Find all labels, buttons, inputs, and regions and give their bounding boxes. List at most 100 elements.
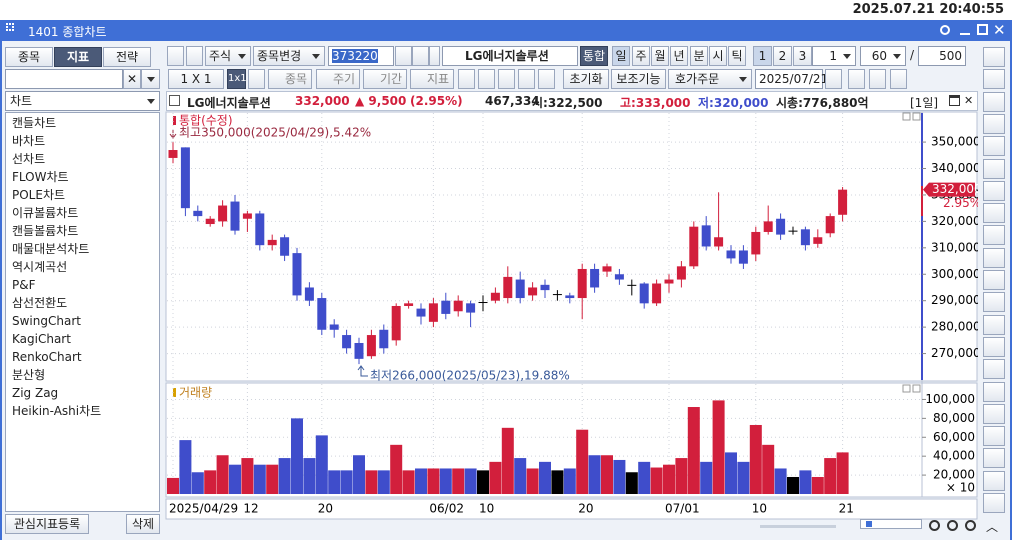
print-button[interactable] [890,69,907,89]
panel-icon[interactable] [912,112,921,121]
tool-icon[interactable] [983,493,1005,513]
arrow-button[interactable] [429,46,440,66]
period-button[interactable]: 시 [709,46,727,66]
table-button[interactable] [248,69,265,89]
filter-button[interactable]: 기간 [363,69,407,89]
tool-icon[interactable] [983,336,1005,357]
type-dropdown[interactable]: 차트 [5,91,160,111]
tool-icon[interactable] [983,158,1005,179]
chart-type-item[interactable]: Heikin-Ashi차트 [12,404,102,418]
chart-type-item[interactable]: 역시계곡선 [12,260,68,274]
chart-type-item[interactable]: 캔들차트 [12,116,57,130]
chart-type-item[interactable]: FLOW차트 [12,170,69,184]
checkbox[interactable] [169,95,180,106]
period-button[interactable]: 틱 [728,46,746,66]
forward-button[interactable] [538,69,555,89]
zoom-thumb[interactable] [866,521,872,527]
panel-close-button[interactable]: ✕ [964,94,974,107]
panel-icon[interactable] [902,384,911,393]
stop-button[interactable] [518,69,535,89]
chart-type-item[interactable]: KagiChart [12,332,71,346]
tool-icon[interactable] [983,270,1005,290]
period-button[interactable]: 일 [612,46,630,66]
chart-type-item[interactable]: 캔들볼륨차트 [12,224,79,238]
market-dropdown[interactable]: 주식 [205,46,251,66]
period-button[interactable]: 월 [651,46,669,66]
chart-type-item[interactable]: 선차트 [12,152,46,166]
search-dropdown[interactable] [141,69,160,89]
period-button[interactable]: 주 [632,46,650,66]
panel-icon[interactable] [902,112,911,121]
save-button[interactable] [869,69,886,89]
layout-button[interactable]: 1 [753,46,772,66]
tab-selected[interactable]: 지표 [54,47,102,67]
total-input[interactable]: 500 [918,46,966,66]
chart-type-item[interactable]: RenkoChart [12,350,82,364]
chart-type-item[interactable]: 분산형 [12,368,46,382]
tool-icon[interactable] [983,136,1005,157]
collapse-button[interactable]: ︿ [986,520,999,534]
search-button[interactable] [395,46,412,66]
search-input[interactable] [5,69,123,89]
date-input[interactable]: 2025/07/21 [755,69,828,89]
chart-type-item[interactable]: 삼선전환도 [12,296,68,310]
grid-small-button[interactable]: 1x1 [227,69,247,89]
code-input[interactable]: 373220 [328,46,394,66]
back-button[interactable] [498,69,515,89]
tool-icon[interactable] [983,314,1005,335]
zoom-fit[interactable] [965,520,976,531]
tab[interactable]: 전략 [103,47,151,67]
tool-icon[interactable] [983,247,1005,268]
tab[interactable]: 종목 [5,47,53,67]
chart-type-item[interactable]: P&F [12,278,36,292]
chart-type-item[interactable]: 이큐볼륨차트 [12,206,79,220]
period-button[interactable]: 분 [690,46,708,66]
mode-button[interactable]: 통합 [580,46,608,66]
panel-max-button[interactable] [949,95,960,106]
close-button[interactable]: ✕ [993,21,1006,39]
tool-icon[interactable] [983,69,1005,90]
prev-button[interactable] [478,69,495,89]
order-dropdown[interactable]: 호가주문 [668,69,752,89]
chart-type-item[interactable]: POLE차트 [12,188,66,202]
layout-button[interactable]: 2 [773,46,792,66]
minimize-button[interactable] [960,33,970,35]
tool-icon[interactable] [983,448,1005,469]
period-button[interactable]: 년 [670,46,688,66]
move-button[interactable] [458,69,475,89]
delete-button[interactable]: 삭제 [126,514,160,534]
reset-button[interactable]: 초기화 [563,69,609,89]
tool-icon[interactable] [983,359,1005,380]
tool-icon[interactable] [983,225,1005,246]
filter-button[interactable]: 종목 [268,69,312,89]
aux-button[interactable]: 보조기능 [611,69,666,89]
stock-name-input[interactable]: LG에너지솔루션 [442,46,578,66]
tool-icon[interactable] [983,426,1005,447]
maximize-button[interactable] [977,24,988,35]
register-button[interactable]: 관심지표등록 [5,514,89,534]
settings-button[interactable] [848,69,865,89]
zoom-out[interactable] [929,520,940,531]
chart-type-item[interactable]: 바차트 [12,134,46,148]
chart-type-item[interactable]: Zig Zag [12,386,59,400]
filter-button[interactable]: 주기 [316,69,360,89]
layout-button[interactable]: 3 [793,46,812,66]
interval-input[interactable]: 1 [812,46,856,66]
nav-button[interactable] [167,46,184,66]
change-stock-dropdown[interactable]: 종목변경 [253,46,325,66]
zoom-in[interactable] [947,520,958,531]
help-button[interactable] [940,25,950,35]
tool-icon[interactable] [983,470,1005,491]
zoom-slider[interactable] [860,519,922,529]
scroll-track[interactable] [760,525,836,528]
filter-button[interactable]: 지표 [410,69,454,89]
up-button[interactable] [186,46,203,66]
tool-icon[interactable] [983,91,1005,112]
clear-button[interactable]: ✕ [123,69,141,89]
tool-icon[interactable] [983,381,1005,402]
tool-icon[interactable] [983,47,1005,67]
tool-icon[interactable] [983,113,1005,134]
panel-icon[interactable] [912,384,921,393]
tool-icon[interactable] [983,403,1005,424]
calendar-button[interactable] [825,69,842,89]
